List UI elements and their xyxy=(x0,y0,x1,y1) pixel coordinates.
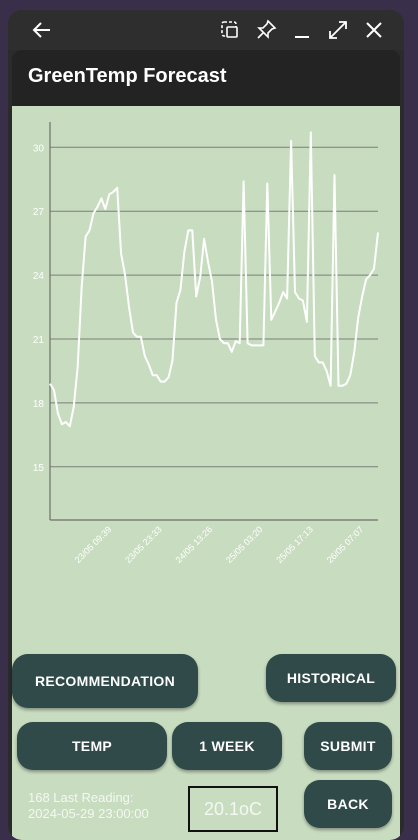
x-tick-label: 26/05 07:07 xyxy=(325,524,366,565)
recommendation-button[interactable]: RECOMMENDATION xyxy=(12,654,198,708)
x-tick-label: 25/05 17:13 xyxy=(274,524,315,565)
back-arrow-icon[interactable] xyxy=(30,18,54,42)
submit-button[interactable]: SUBMIT xyxy=(304,722,392,770)
temperature-chart: 30 27 24 21 18 15 23/05 09:39 23/05 23:33 24/05 … xyxy=(33,122,379,565)
maximize-icon[interactable] xyxy=(326,18,350,42)
pin-icon[interactable] xyxy=(254,18,278,42)
x-tick-label: 24/05 13:26 xyxy=(174,524,215,565)
last-reading-time: 2024-05-29 23:00:00 xyxy=(28,806,149,821)
week-button[interactable]: 1 WEEK xyxy=(172,722,282,770)
close-icon[interactable] xyxy=(362,18,386,42)
y-tick-label: 18 xyxy=(33,399,45,410)
x-tick-label: 25/05 03:20 xyxy=(224,524,265,565)
app-window: GreenTemp Forecast 30 27 24 21 18 15 23/05 09:… xyxy=(8,10,404,840)
last-reading: 168 Last Reading: 2024-05-29 23:00:00 xyxy=(28,790,198,822)
x-tick-label: 23/05 23:33 xyxy=(123,524,164,565)
minimize-icon[interactable] xyxy=(290,18,314,42)
y-tick-label: 27 xyxy=(33,207,45,218)
y-tick-label: 15 xyxy=(33,463,45,474)
temperature-series-line xyxy=(49,131,379,428)
window-titlebar xyxy=(8,10,404,50)
app-title: GreenTemp Forecast xyxy=(28,65,227,87)
main-content: 30 27 24 21 18 15 23/05 09:39 23/05 23:33 24/05 … xyxy=(12,106,400,840)
app-bar: GreenTemp Forecast xyxy=(12,50,400,106)
screenshot-icon[interactable] xyxy=(218,18,242,42)
x-tick-label: 23/05 09:39 xyxy=(73,524,114,565)
temp-button[interactable]: TEMP xyxy=(17,722,167,770)
y-tick-label: 24 xyxy=(33,271,45,282)
current-temp-display: 20.1oC xyxy=(188,786,278,832)
historical-button[interactable]: HISTORICAL xyxy=(266,654,396,702)
back-button[interactable]: BACK xyxy=(304,780,392,828)
y-tick-label: 21 xyxy=(33,335,45,346)
y-tick-label: 30 xyxy=(33,143,45,154)
last-reading-label: 168 Last Reading: xyxy=(28,790,134,805)
